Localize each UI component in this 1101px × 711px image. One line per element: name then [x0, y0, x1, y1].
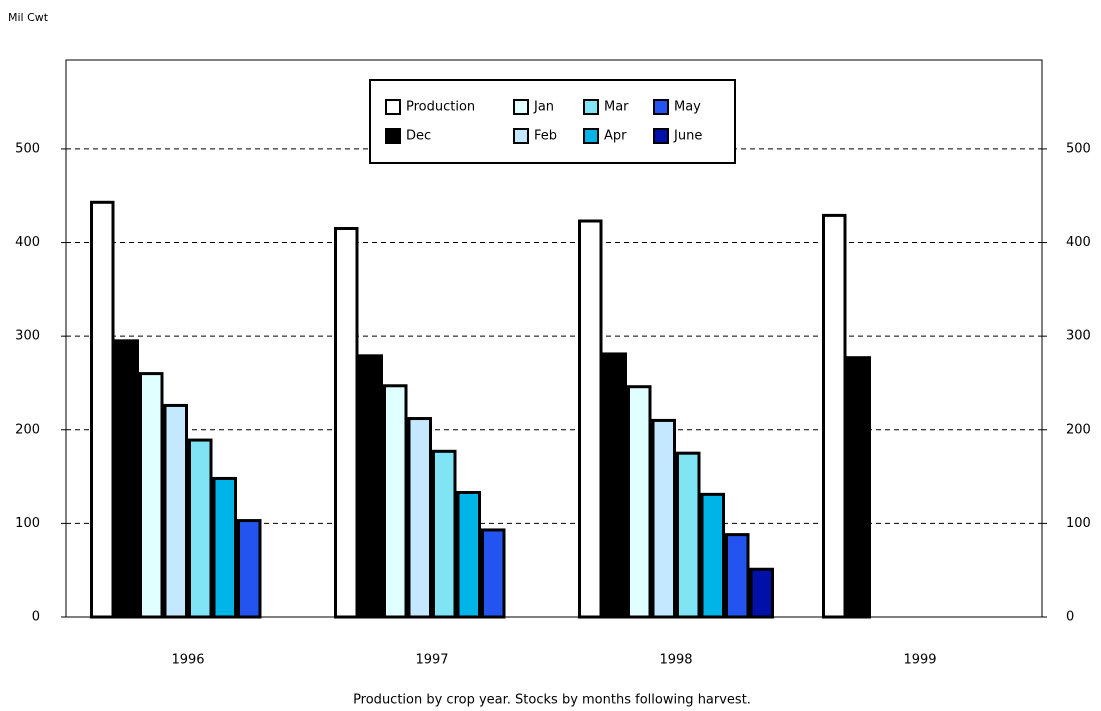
plot-frame [65, 59, 1043, 618]
y2-tick-label: 100 [1066, 516, 1091, 531]
bar [188, 438, 213, 619]
bar [846, 356, 871, 619]
legend-label: June [673, 129, 702, 144]
legend-label: Mar [604, 100, 629, 115]
bar [822, 213, 847, 619]
bar [725, 533, 750, 619]
legend-label: Dec [406, 129, 431, 144]
y2-tick-label: 200 [1066, 422, 1091, 437]
legend-swatch [513, 128, 529, 144]
legend-label: Production [406, 100, 475, 115]
bar [383, 384, 408, 619]
y-tick-label: 200 [15, 422, 40, 437]
legend-swatch [385, 99, 401, 115]
legend-swatch [513, 99, 529, 115]
bar [481, 528, 506, 619]
y2-tick-label: 0 [1066, 610, 1074, 625]
bar [237, 519, 262, 619]
legend-swatch [653, 99, 669, 115]
bar [358, 354, 383, 619]
legend-label: May [674, 100, 701, 115]
legend-label: Apr [604, 129, 627, 144]
y2-tick-label: 400 [1066, 235, 1091, 250]
legend-label: Jan [533, 100, 554, 115]
x-tick-label: 1999 [903, 653, 936, 668]
x-tick-label: 1997 [415, 653, 448, 668]
bar [602, 352, 627, 619]
bar [676, 451, 701, 619]
footnote: Production by crop year. Stocks by month… [353, 693, 751, 708]
x-tick-label: 1998 [659, 653, 692, 668]
y-tick-label: 500 [15, 141, 40, 156]
bar [212, 476, 237, 619]
bar [651, 418, 676, 619]
bar [139, 372, 164, 619]
y-tick-label: 300 [15, 329, 40, 344]
bar [578, 219, 603, 619]
bar [407, 417, 432, 619]
x-tick-label: 1996 [171, 653, 204, 668]
legend-swatch [583, 99, 599, 115]
bar [627, 385, 652, 619]
legend-label: Feb [534, 129, 557, 144]
bar [334, 227, 359, 619]
legend-box [369, 79, 736, 164]
bar [432, 449, 457, 619]
bar [456, 490, 481, 619]
y2-tick-label: 500 [1066, 141, 1091, 156]
bar [700, 492, 725, 619]
y-tick-label: 0 [32, 610, 40, 625]
legend-swatch [385, 128, 401, 144]
y-tick-label: 100 [15, 516, 40, 531]
y-tick-label: 400 [15, 235, 40, 250]
legend-swatch [583, 128, 599, 144]
legend-swatch [653, 128, 669, 144]
bar [749, 567, 774, 619]
y2-tick-label: 300 [1066, 329, 1091, 344]
bar [163, 403, 188, 619]
y-axis-unit: Mil Cwt [8, 11, 49, 24]
bar [114, 339, 139, 619]
bar [90, 200, 115, 619]
